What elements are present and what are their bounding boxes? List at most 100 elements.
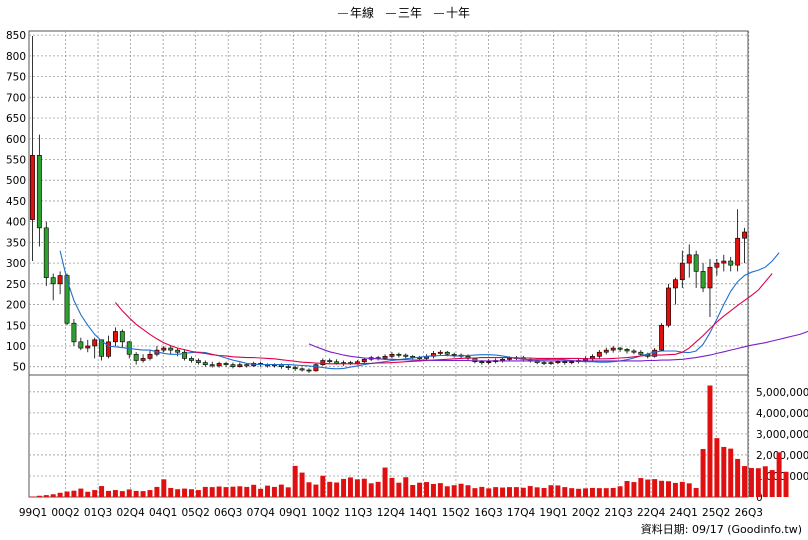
legend-item: 年線 — [337, 6, 374, 20]
x-tick-label: 19Q1 — [539, 507, 567, 519]
volume-bar — [555, 485, 561, 497]
volume-bar — [306, 482, 312, 497]
candle-body — [244, 364, 250, 367]
volume-bar — [603, 488, 609, 497]
volume-bar — [672, 482, 678, 497]
volume-bar — [106, 490, 111, 497]
x-tick-label: 21Q3 — [604, 507, 632, 519]
candle-body — [507, 358, 512, 360]
volume-bar — [396, 482, 402, 497]
volume-bar — [161, 479, 167, 497]
candle-body — [306, 369, 312, 372]
candle-body — [50, 277, 56, 285]
volume-bar — [361, 478, 367, 497]
x-tick-label: 22Q4 — [637, 507, 666, 519]
candle-body — [64, 275, 70, 324]
candle-body — [693, 254, 699, 272]
candle-body — [700, 271, 706, 289]
volume-bar — [216, 486, 222, 497]
price-tick-label: 150 — [6, 320, 26, 332]
x-tick-label: 09Q1 — [279, 507, 307, 519]
candle-body — [562, 361, 568, 364]
candle-body — [140, 358, 146, 361]
candle-body — [596, 351, 602, 357]
volume-bar — [534, 487, 540, 497]
volume-bar — [375, 481, 381, 497]
candle-body — [230, 364, 236, 368]
candle-body — [548, 362, 554, 364]
candle-body — [728, 260, 734, 266]
volume-bar — [133, 490, 139, 497]
volume-bar — [451, 485, 457, 497]
candle-body — [320, 360, 326, 365]
volume-bar — [140, 491, 146, 497]
x-tick-label: 25Q2 — [702, 507, 730, 519]
candle-body — [327, 360, 333, 363]
candle-body — [666, 287, 671, 326]
volume-bar — [50, 494, 56, 497]
price-tick-label: 600 — [6, 134, 26, 146]
candle-body — [209, 364, 215, 367]
legend-swatch — [337, 13, 348, 14]
x-tick-label: 17Q4 — [507, 507, 536, 519]
price-tick-label: 400 — [6, 217, 26, 229]
x-tick-label: 06Q3 — [214, 507, 242, 519]
moving-average-line — [59, 250, 780, 370]
price-tick-label: 250 — [6, 279, 26, 291]
price-tick-label: 550 — [6, 154, 26, 166]
volume-bar — [92, 490, 98, 497]
candle-body — [707, 266, 713, 289]
x-tick-label: 12Q4 — [377, 507, 406, 519]
candle-body — [679, 262, 685, 280]
volume-bar — [465, 485, 471, 497]
candle-body — [631, 350, 637, 353]
candle-body — [721, 260, 727, 264]
candle-body — [168, 347, 174, 351]
volume-bar — [147, 490, 153, 497]
price-tick-label: 800 — [6, 51, 26, 63]
volume-bar — [341, 478, 347, 497]
volume-bar — [645, 479, 651, 497]
candle-body — [686, 254, 692, 264]
candle-body — [617, 347, 623, 350]
volume-bar — [195, 490, 201, 497]
volume-bar — [258, 488, 264, 497]
x-tick-label: 16Q3 — [474, 507, 502, 519]
candle-body — [106, 341, 111, 357]
candle-body — [36, 155, 42, 229]
candle-body — [147, 353, 153, 359]
volume-bar — [265, 485, 271, 497]
candle-body — [638, 351, 644, 355]
volume-bar — [202, 486, 208, 497]
volume-bar — [251, 484, 257, 497]
candle-body — [112, 331, 118, 343]
volume-tick-label: 3,000,000 — [756, 429, 808, 441]
volume-bar — [520, 487, 526, 497]
volume-bar — [769, 470, 775, 497]
candle-body — [313, 364, 319, 372]
volume-bar — [500, 487, 506, 497]
volume-bar — [389, 477, 395, 497]
candle-body — [92, 339, 98, 347]
x-tick-label: 20Q2 — [572, 507, 600, 519]
volume-bar — [368, 483, 374, 497]
candle-body — [451, 353, 457, 356]
candle-body — [437, 351, 443, 354]
candle-body — [30, 155, 35, 220]
volume-bar — [85, 491, 91, 497]
candle-body — [71, 322, 77, 343]
legend-swatch — [385, 13, 396, 14]
volume-plot-area — [28, 374, 749, 498]
volume-bar — [686, 483, 692, 497]
volume-bar — [589, 487, 595, 497]
candle-body — [237, 364, 243, 368]
volume-bar — [430, 483, 436, 497]
volume-bar — [168, 487, 174, 497]
candle-body — [610, 347, 616, 351]
candle-body — [624, 349, 630, 352]
candle-body — [43, 227, 49, 278]
candle-body — [555, 361, 561, 364]
price-tick-label: 100 — [6, 341, 26, 353]
x-tick-label: 11Q3 — [344, 507, 372, 519]
